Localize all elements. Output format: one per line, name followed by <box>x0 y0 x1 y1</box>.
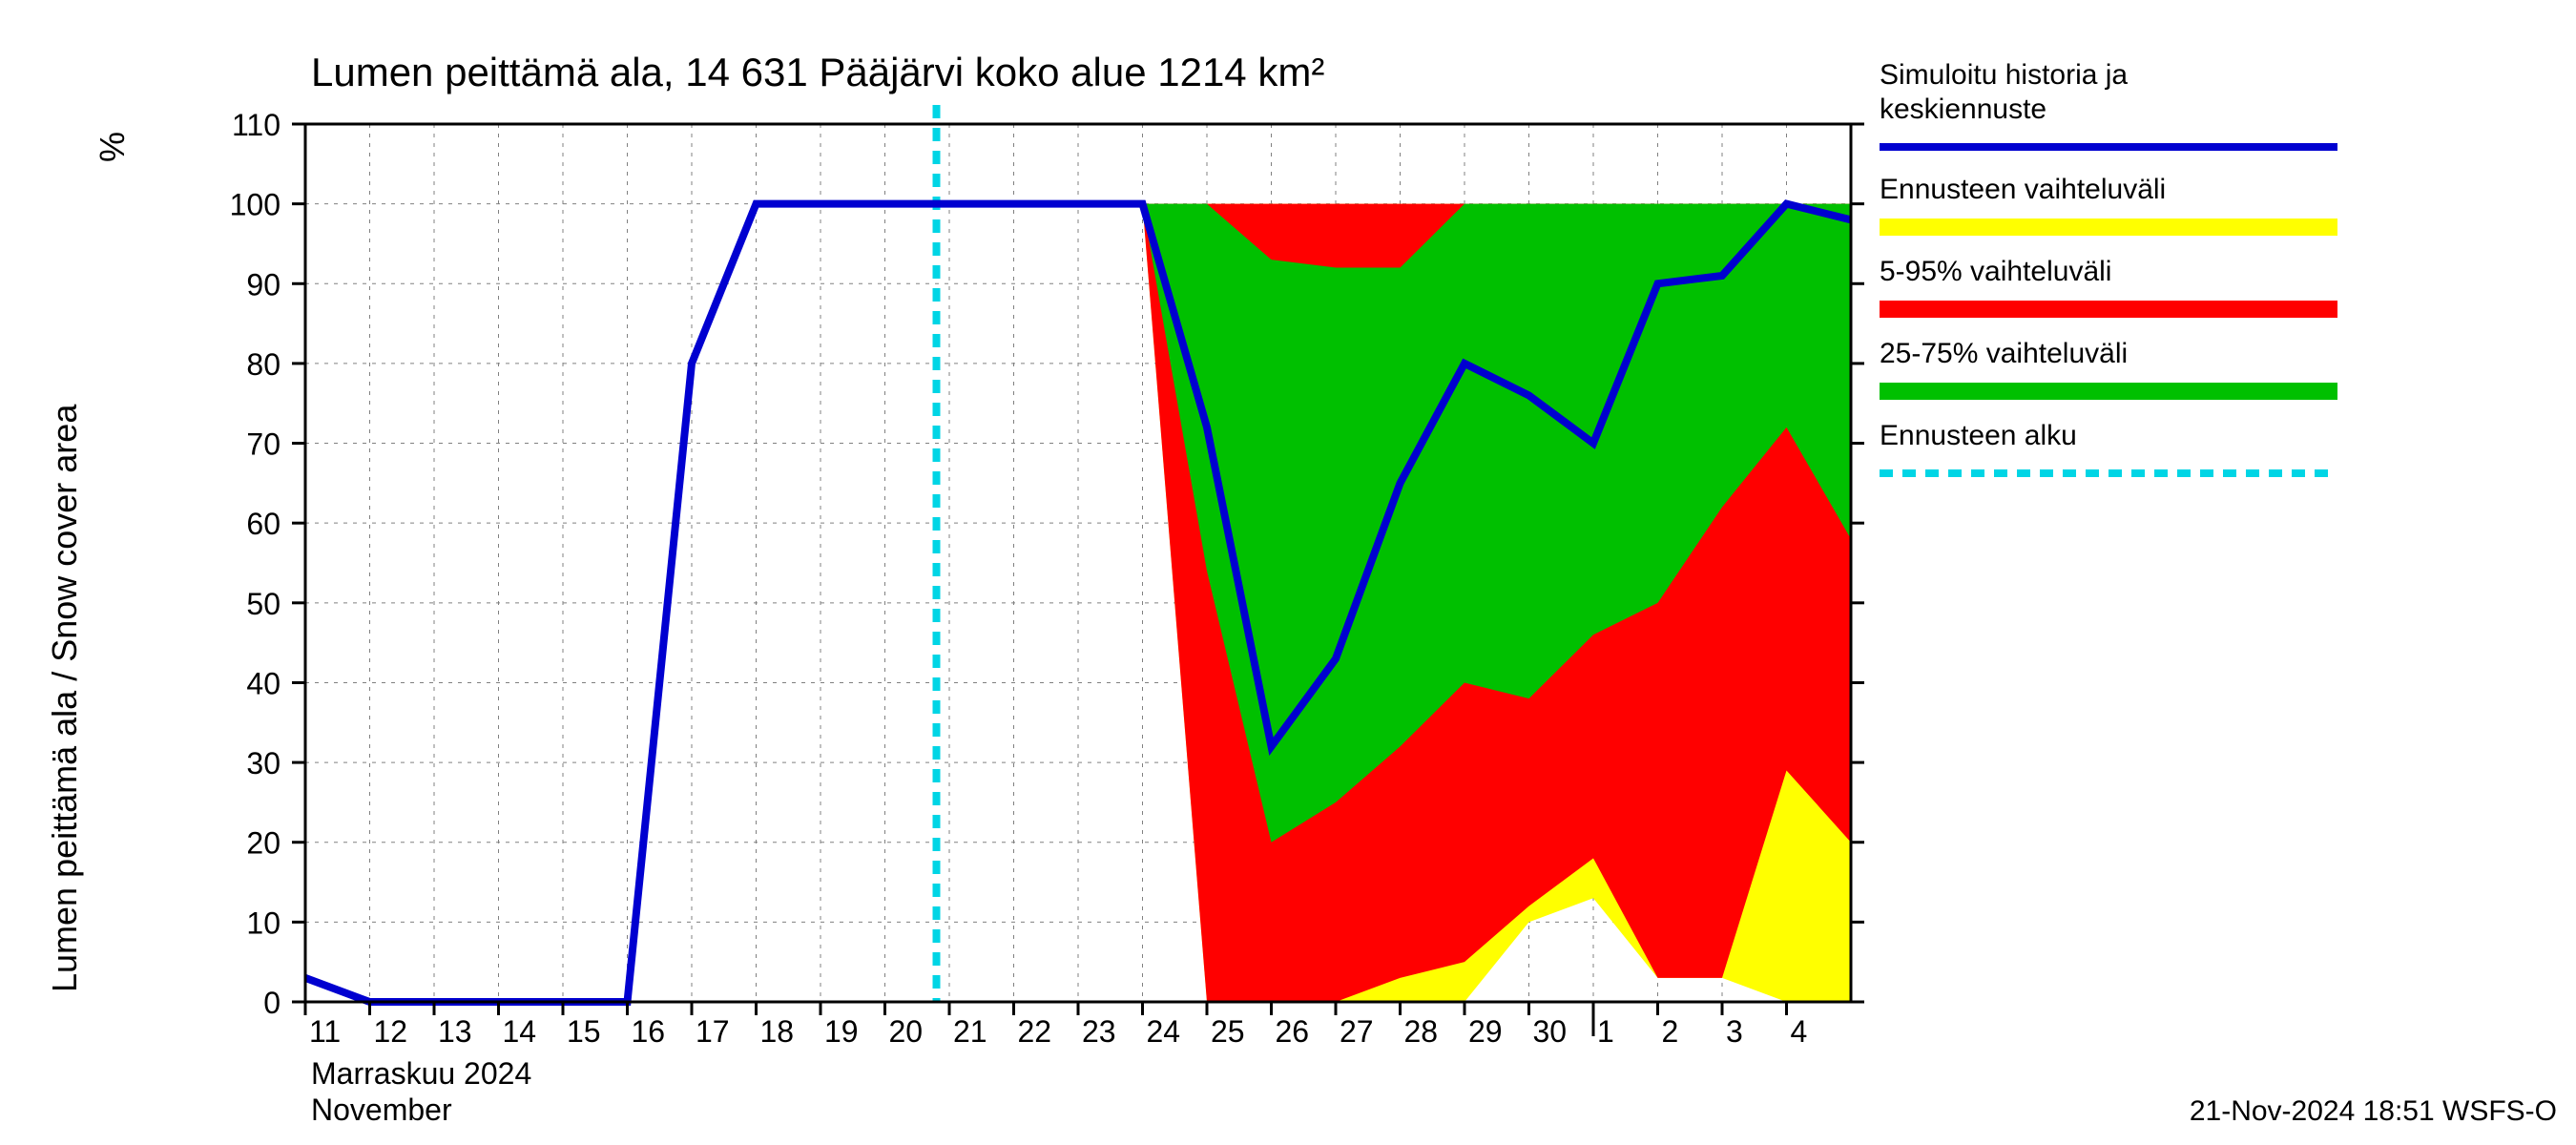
legend-label: keskiennuste <box>1880 94 2046 125</box>
ytick-label: 0 <box>263 986 280 1020</box>
xtick-label: 19 <box>824 1014 859 1049</box>
xtick-label: 16 <box>632 1014 666 1049</box>
xtick-label: 4 <box>1791 1014 1808 1049</box>
xtick-label: 17 <box>696 1014 730 1049</box>
xtick-label: 20 <box>889 1014 924 1049</box>
y-axis-unit: % <box>93 132 132 162</box>
legend-label: Simuloitu historia ja <box>1880 59 2128 91</box>
ytick-label: 10 <box>246 906 280 940</box>
legend-item: Simuloitu historia jakeskiennuste <box>1880 59 2337 147</box>
ytick-label: 40 <box>246 666 280 700</box>
xtick-label: 14 <box>503 1014 537 1049</box>
xtick-label: 27 <box>1340 1014 1374 1049</box>
legend-label: 25-75% vaihteluväli <box>1880 338 2128 369</box>
xtick-label: 25 <box>1211 1014 1245 1049</box>
xtick-label: 21 <box>953 1014 987 1049</box>
legend-item: Ennusteen alku <box>1880 420 2337 473</box>
xtick-label: 3 <box>1726 1014 1743 1049</box>
chart-container: 0102030405060708090100110111213141516171… <box>0 0 2576 1145</box>
legend-label: 5-95% vaihteluväli <box>1880 256 2111 287</box>
bands <box>949 204 1851 1002</box>
xtick-label: 18 <box>760 1014 795 1049</box>
xtick-label: 26 <box>1276 1014 1310 1049</box>
xtick-label: 11 <box>309 1014 341 1049</box>
xtick-label: 15 <box>567 1014 601 1049</box>
xtick-label: 1 <box>1597 1014 1614 1049</box>
ytick-label: 30 <box>246 746 280 781</box>
y-axis-label: Lumen peittämä ala / Snow cover area <box>45 404 84 992</box>
x-month-label-2: November <box>311 1093 452 1127</box>
xtick-label: 24 <box>1147 1014 1181 1049</box>
xtick-label: 23 <box>1082 1014 1116 1049</box>
legend-item: 5-95% vaihteluväli <box>1880 256 2337 309</box>
ytick-label: 60 <box>246 507 280 541</box>
chart-svg: 0102030405060708090100110111213141516171… <box>0 0 2576 1145</box>
legend-item: Ennusteen vaihteluväli <box>1880 174 2337 227</box>
ytick-label: 50 <box>246 587 280 621</box>
footer-timestamp: 21-Nov-2024 18:51 WSFS-O <box>2190 1095 2557 1127</box>
legend-label: Ennusteen vaihteluväli <box>1880 174 2166 205</box>
chart-title: Lumen peittämä ala, 14 631 Pääjärvi koko… <box>311 50 1324 94</box>
ytick-label: 90 <box>246 267 280 302</box>
ytick-label: 100 <box>230 188 280 222</box>
xtick-label: 13 <box>438 1014 472 1049</box>
ytick-label: 70 <box>246 427 280 462</box>
xtick-label: 2 <box>1662 1014 1679 1049</box>
xtick-label: 22 <box>1018 1014 1052 1049</box>
ytick-label: 110 <box>232 108 280 142</box>
ytick-label: 20 <box>246 826 280 861</box>
ytick-label: 80 <box>246 347 280 382</box>
xtick-label: 28 <box>1404 1014 1439 1049</box>
xtick-label: 29 <box>1468 1014 1503 1049</box>
x-month-label-1: Marraskuu 2024 <box>311 1056 531 1091</box>
xtick-label: 12 <box>374 1014 408 1049</box>
legend-label: Ennusteen alku <box>1880 420 2077 451</box>
legend-item: 25-75% vaihteluväli <box>1880 338 2337 391</box>
xtick-label: 30 <box>1533 1014 1568 1049</box>
